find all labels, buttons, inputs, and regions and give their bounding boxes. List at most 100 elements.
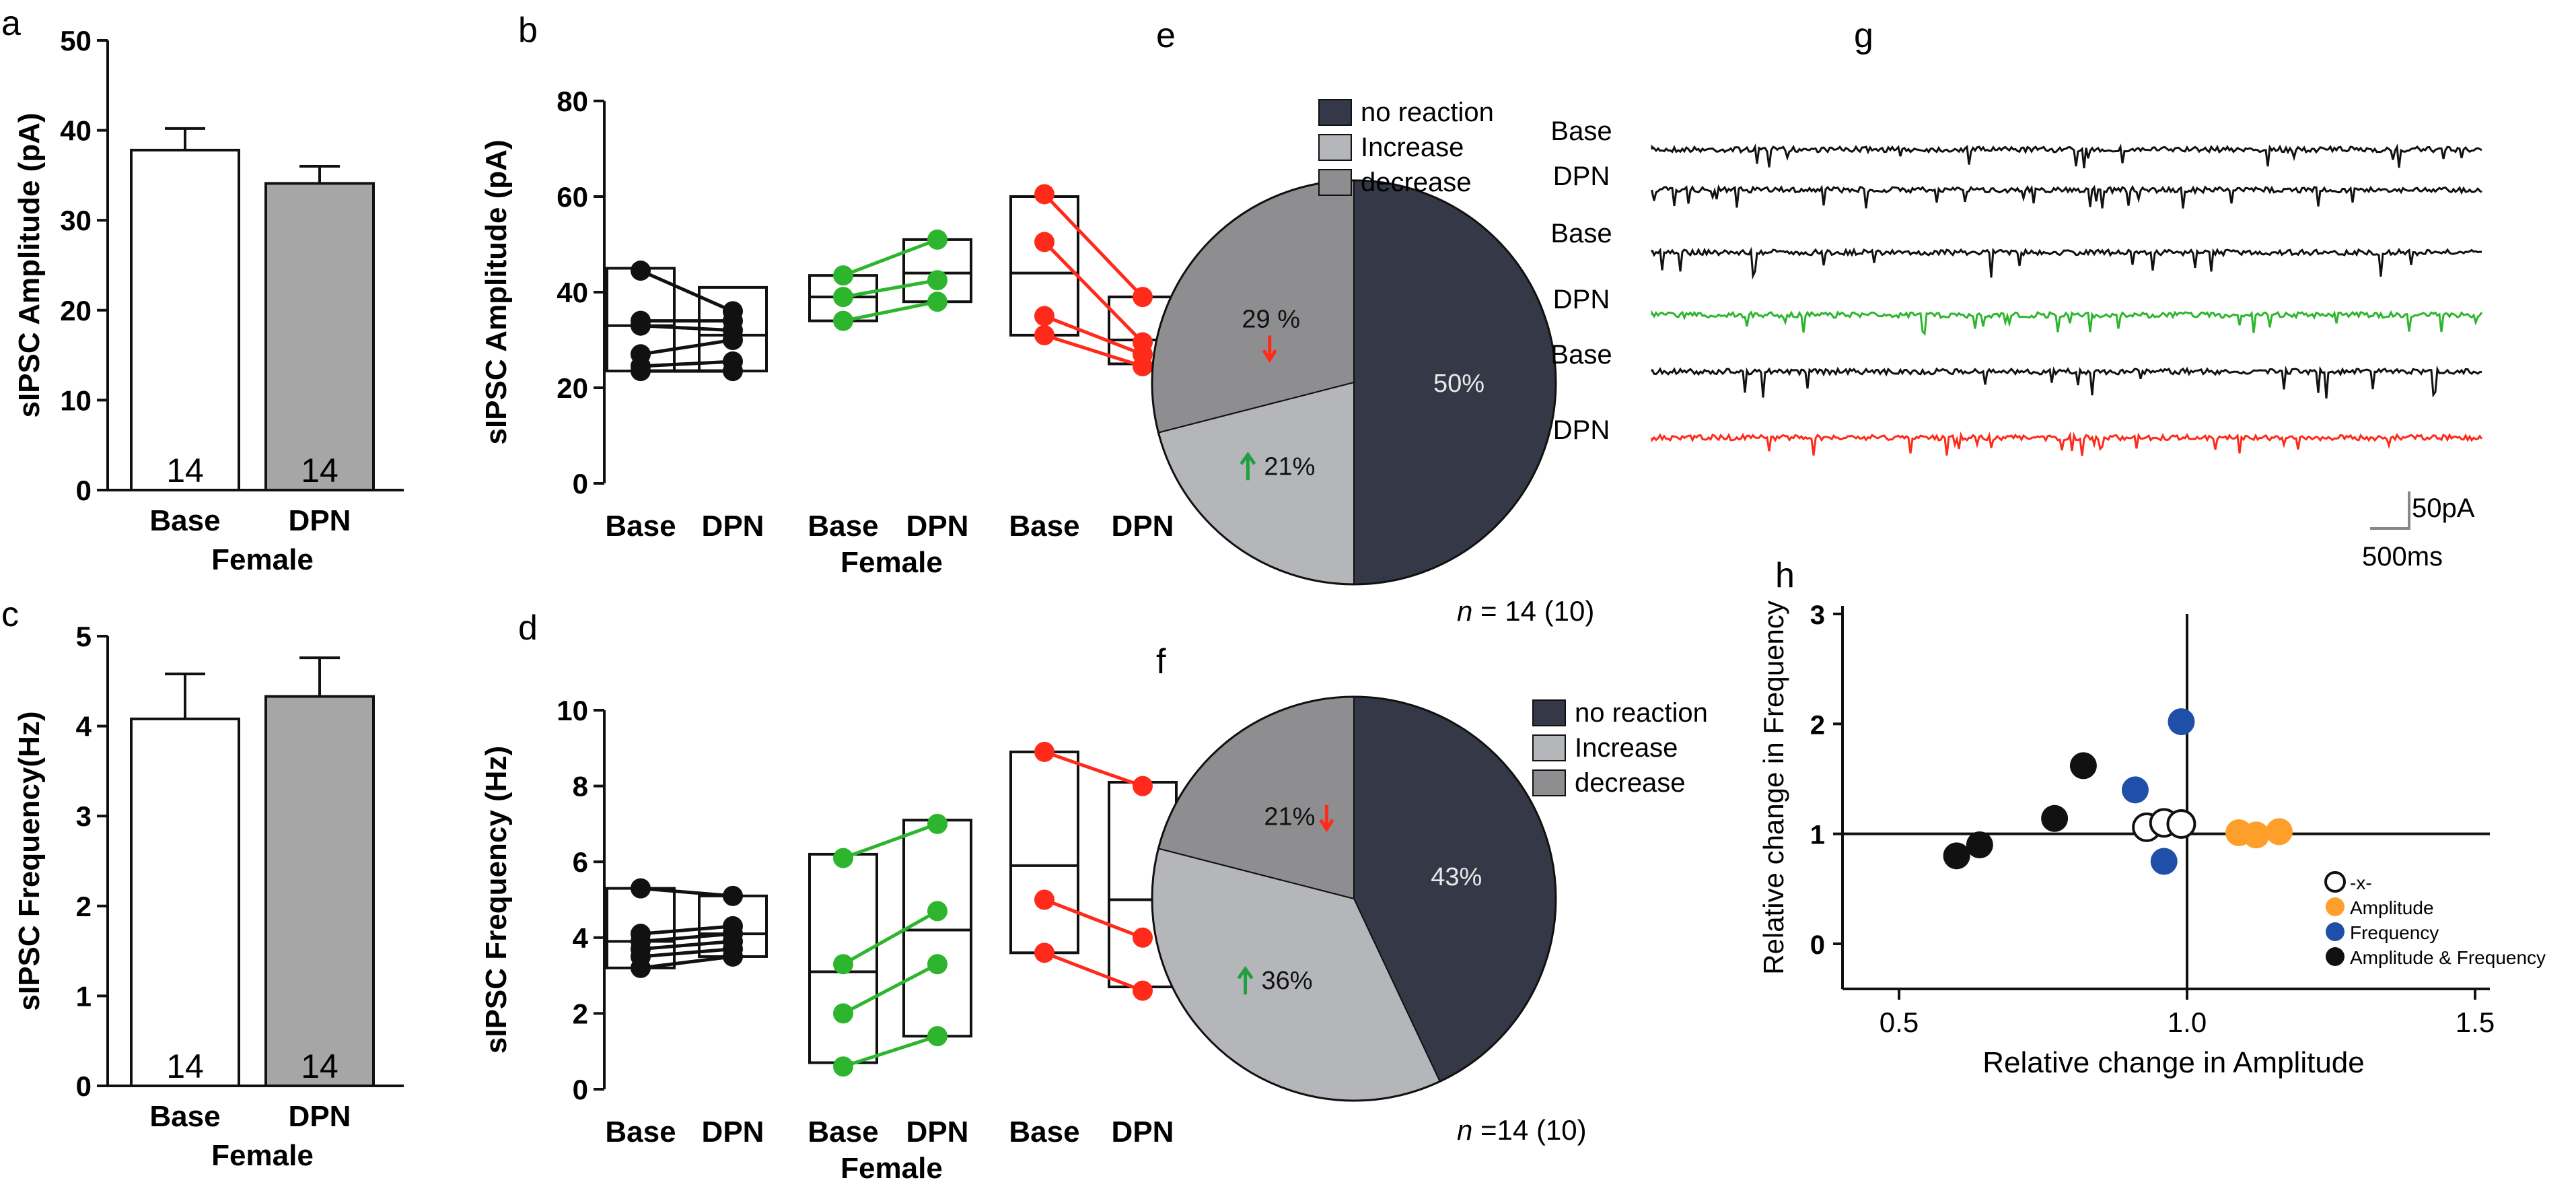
bar-dpn <box>264 695 375 1087</box>
trace-label: Base <box>1550 219 1612 248</box>
y-tick-label: 60 <box>557 181 588 213</box>
current-trace <box>1651 310 2483 336</box>
panel-letter-b: b <box>518 11 538 50</box>
pair-line <box>1044 314 1143 356</box>
panel-letter-e: e <box>1156 16 1176 55</box>
pair-line <box>1044 898 1143 940</box>
current-trace <box>1651 246 2482 280</box>
legend-swatch <box>1532 699 1566 726</box>
panel-letter-h: h <box>1775 556 1795 595</box>
pie-outline <box>1151 695 1557 1102</box>
x-axis-label: Female <box>211 543 314 576</box>
pie-label: 36% <box>1262 967 1313 995</box>
bar-base <box>130 717 240 1087</box>
x-axis-label: Female <box>840 1152 943 1185</box>
y-tick-label: 3 <box>76 800 92 832</box>
data-point <box>1943 842 1970 870</box>
data-point-base <box>833 287 853 308</box>
current-trace <box>1651 143 2482 169</box>
y-tick-label: 1 <box>1810 821 1825 850</box>
data-point-base <box>631 878 651 899</box>
pie-label: 21% <box>1264 452 1315 481</box>
y-tick-label: 8 <box>573 771 588 802</box>
bar-base <box>130 148 240 491</box>
y-tick-label: 50 <box>60 25 92 57</box>
chart-f-frequency-pie: 43% 36% 21% no reaction Increase decrease n =1… <box>1151 695 1708 1146</box>
x-tick-label: Base <box>808 1115 878 1148</box>
data-point-base <box>1034 741 1054 762</box>
y-tick-label: 10 <box>60 384 92 416</box>
y-tick-label: 20 <box>60 295 92 326</box>
scale-bar <box>2370 491 2410 530</box>
y-tick-label: 20 <box>557 372 588 404</box>
legend-label: Increase <box>1361 133 1464 162</box>
data-point-base <box>631 315 651 336</box>
data-point-base <box>1034 306 1054 326</box>
arrow-up-icon <box>1237 965 1254 995</box>
pair-line <box>1044 333 1143 368</box>
x-tick-label: DPN <box>289 504 351 537</box>
pair-line <box>640 887 734 898</box>
arrow-down-icon <box>1262 335 1277 364</box>
n-label: 14 <box>166 452 204 489</box>
x-tick-label: Base <box>1009 510 1079 543</box>
panel-letter-f: f <box>1156 642 1166 681</box>
legend-swatch <box>1532 769 1566 796</box>
chart-b-amplitude-pairs: 0 20 40 60 80 sIPSC Amplitude (pA) Base DPN Base… <box>480 85 1178 579</box>
y-tick-label: 6 <box>573 846 588 878</box>
y-axis-label: Relative change in Frequency <box>1758 600 1789 975</box>
data-point-base <box>631 957 651 978</box>
pair-line <box>640 939 734 951</box>
pair-line <box>640 932 734 943</box>
legend-label: -x- <box>2350 872 2372 893</box>
pair-line <box>1044 951 1143 992</box>
pair-line <box>843 300 938 323</box>
legend-label: Amplitude <box>2350 897 2434 918</box>
x-tick-label: DPN <box>1112 510 1174 543</box>
chart-e-amplitude-pie: 50% 21% 29 % no reaction Increase decrease n =… <box>1151 98 1594 627</box>
x-tick-label: DPN <box>702 510 764 543</box>
pie-outline <box>1151 179 1557 586</box>
pair-line <box>843 822 938 860</box>
x-tick-label: Base <box>149 504 220 537</box>
trace-label: Base <box>1550 340 1612 370</box>
y-axis-label: sIPSC Frequency (Hz) <box>480 746 513 1054</box>
pair-line <box>843 278 938 299</box>
y-tick-label: 0 <box>76 475 92 506</box>
y-tick-label: 2 <box>76 891 92 922</box>
data-point-base <box>833 310 853 331</box>
chart-c-frequency-bars: 0 1 2 3 4 5 sIPSC Frequency(Hz) 14 Base 14 DPN Fema… <box>13 621 404 1172</box>
data-point-base <box>833 1056 853 1077</box>
data-point-base <box>1034 942 1054 963</box>
y-tick-label: 4 <box>573 922 589 954</box>
pair-line <box>640 338 734 356</box>
pair-line <box>1044 750 1143 788</box>
data-point-dpn <box>927 813 947 834</box>
data-point-dpn <box>927 229 947 250</box>
box-base <box>1009 750 1079 955</box>
data-point-dpn <box>1133 927 1153 948</box>
legend-label: no reaction <box>1575 698 1708 728</box>
pair-line <box>640 947 734 959</box>
legend-marker <box>2324 871 2346 893</box>
pair-line <box>843 1034 938 1068</box>
n-label: 14 <box>301 1047 338 1085</box>
y-tick-label: 2 <box>1810 710 1825 740</box>
legend-label: Increase <box>1575 733 1678 763</box>
data-point-dpn <box>1133 287 1153 308</box>
chart-h-relative-change-scatter: 0 1 2 3 0.5 1.0 1.5 Relative change in Amplitud… <box>1758 600 2546 1079</box>
x-tick-label: 1.0 <box>2168 1006 2207 1038</box>
y-tick-label: 30 <box>60 205 92 236</box>
x-tick-label: Base <box>149 1100 220 1133</box>
legend-label: Frequency <box>2350 922 2439 943</box>
arrow-up-icon <box>1240 451 1256 481</box>
legend-marker <box>2326 897 2345 916</box>
pair-line <box>640 924 734 936</box>
panel-letter-a: a <box>1 4 21 43</box>
data-point <box>2166 809 2196 839</box>
data-point <box>2041 804 2069 832</box>
y-axis-label: sIPSC Amplitude (pA) <box>480 139 513 444</box>
trace-label: Base <box>1550 116 1612 146</box>
y-tick-label: 0 <box>1810 930 1825 960</box>
x-axis-label: Relative change in Amplitude <box>1982 1046 2364 1079</box>
